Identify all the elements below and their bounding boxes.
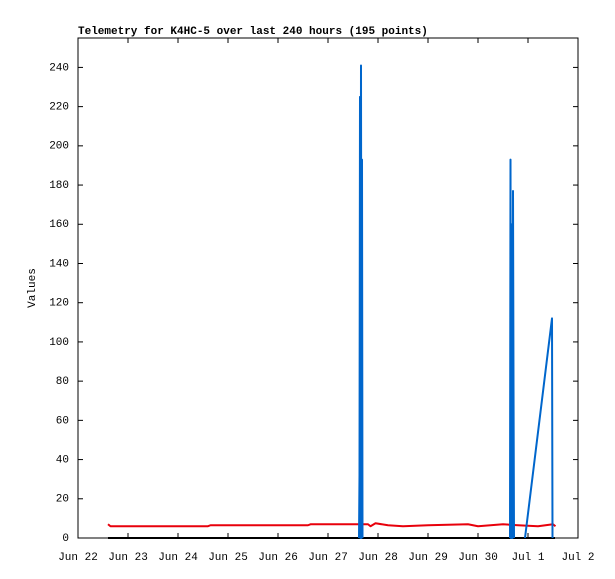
x-tick-label: Jun 28 xyxy=(358,552,398,564)
x-tick-label: Jul 2 xyxy=(561,552,594,564)
y-tick-label: 140 xyxy=(49,258,69,270)
x-tick-label: Jun 24 xyxy=(158,552,198,564)
y-tick-label: 160 xyxy=(49,219,69,231)
y-tick-label: 20 xyxy=(56,494,69,506)
x-tick-label: Jun 27 xyxy=(308,552,348,564)
x-tick-label: Jun 30 xyxy=(458,552,498,564)
x-tick-label: Jun 22 xyxy=(58,552,98,564)
y-tick-label: 40 xyxy=(56,454,69,466)
y-tick-label: 80 xyxy=(56,376,69,388)
y-tick-label: 100 xyxy=(49,337,69,349)
x-tick-label: Jun 29 xyxy=(408,552,448,564)
y-tick-label: 220 xyxy=(49,102,69,114)
y-tick-label: 200 xyxy=(49,141,69,153)
x-tick-label: Jun 23 xyxy=(108,552,148,564)
series-line xyxy=(107,522,557,528)
plot-frame xyxy=(77,37,579,539)
y-tick-label: 180 xyxy=(49,180,69,192)
y-tick-label: 240 xyxy=(49,62,69,74)
x-tick-label: Jul 1 xyxy=(511,552,544,564)
x-tick-label: Jun 25 xyxy=(208,552,248,564)
series-line xyxy=(358,64,554,539)
chart-title: Telemetry for K4HC-5 over last 240 hours… xyxy=(78,26,428,38)
y-axis-label: Values xyxy=(27,268,39,308)
y-tick-label: 0 xyxy=(62,533,69,545)
y-tick-label: 120 xyxy=(49,298,69,310)
y-tick-label: 60 xyxy=(56,415,69,427)
x-tick-label: Jun 26 xyxy=(258,552,298,564)
